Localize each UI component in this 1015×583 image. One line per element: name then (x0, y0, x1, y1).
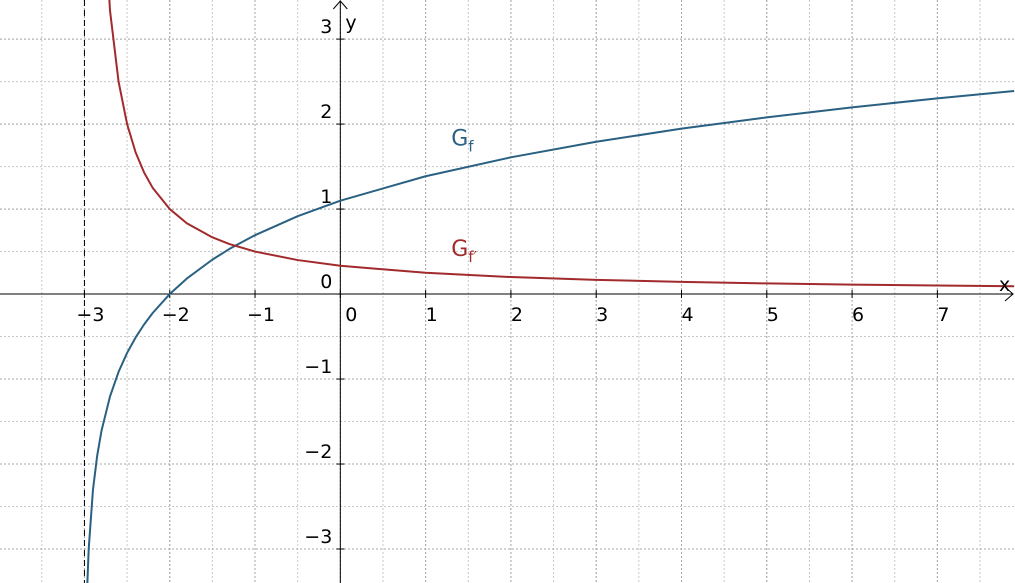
x-tick-label: 2 (511, 304, 523, 326)
y-axis-arrow (332, 0, 348, 10)
x-axis-label: x (999, 274, 1010, 296)
y-axis-label: y (345, 12, 356, 34)
curve-label: G (451, 126, 468, 151)
curve-label-subscript: f′ (468, 248, 477, 266)
y-tick-label: 2 (320, 101, 332, 123)
x-tick-label: 6 (852, 304, 864, 326)
y-tick-label: 0 (320, 271, 332, 293)
curve-label-subscript: f (468, 137, 474, 155)
x-tick-label: 0 (345, 304, 357, 326)
x-tick-label: 5 (767, 304, 779, 326)
y-tick-label: 3 (320, 16, 332, 38)
x-tick-label: −2 (162, 304, 190, 326)
x-tick-label: −3 (76, 304, 104, 326)
x-tick-label: 4 (681, 304, 693, 326)
curves (86, 0, 1015, 583)
curve-label: G (451, 237, 468, 262)
x-tick-label: 1 (426, 304, 438, 326)
y-tick-label: −1 (304, 356, 332, 378)
x-tick-label: −1 (247, 304, 275, 326)
curve (108, 0, 1015, 288)
x-tick-label: 3 (596, 304, 608, 326)
y-tick-label: 1 (320, 186, 332, 208)
x-tick-label: 7 (937, 304, 949, 326)
y-tick-label: −3 (304, 526, 332, 548)
x-axis-arrow (1004, 286, 1014, 302)
y-tick-label: −2 (304, 441, 332, 463)
curve (86, 90, 1015, 583)
